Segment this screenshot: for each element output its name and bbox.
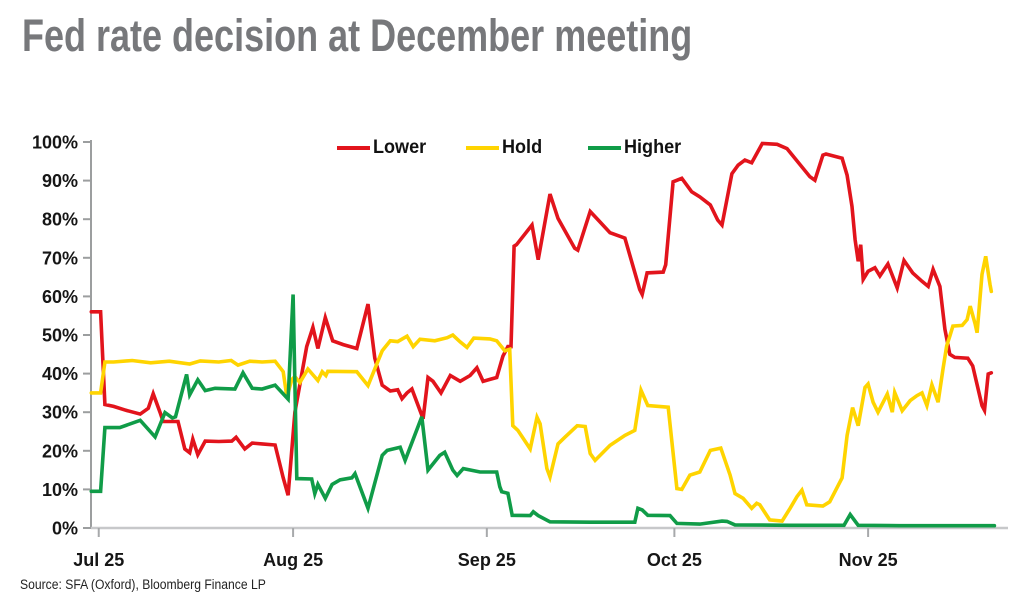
series-line-higher — [89, 294, 997, 528]
hold-line-swatch-icon — [466, 146, 499, 150]
legend-label-hold: Hold — [502, 137, 543, 158]
source-note: Source: SFA (Oxford), Bloomberg Finance … — [20, 577, 266, 592]
page-title: Fed rate decision at December meeting — [22, 10, 693, 61]
y-tick-label: 50% — [42, 325, 78, 345]
x-tick-label: Aug 25 — [263, 550, 323, 570]
legend-item-higher: Higher — [588, 137, 684, 159]
x-tick-label: Jul 25 — [73, 550, 124, 570]
x-tick-label: Oct 25 — [647, 550, 702, 570]
legend-label-higher: Higher — [624, 137, 682, 158]
y-tick-label: 80% — [42, 210, 78, 230]
series-line-lower — [89, 141, 994, 496]
y-tick-label: 40% — [42, 364, 78, 384]
y-tick-label: 0% — [52, 518, 78, 538]
legend-item-hold: Hold — [466, 137, 544, 159]
y-tick-label: 70% — [42, 248, 78, 268]
legend-item-lower: Lower — [337, 137, 429, 159]
series-line-hold — [89, 255, 994, 523]
x-tick-label: Nov 25 — [839, 550, 898, 570]
lower-line-swatch-icon — [337, 146, 370, 150]
y-tick-label: 90% — [42, 171, 78, 191]
y-tick-label: 60% — [42, 287, 78, 307]
higher-line-swatch-icon — [588, 146, 621, 150]
y-tick-label: 30% — [42, 403, 78, 423]
y-tick-label: 100% — [32, 132, 78, 152]
legend-label-lower: Lower — [373, 137, 427, 158]
y-tick-label: 20% — [42, 441, 78, 461]
x-tick-label: Sep 25 — [458, 550, 516, 570]
y-tick-label: 10% — [42, 480, 78, 500]
